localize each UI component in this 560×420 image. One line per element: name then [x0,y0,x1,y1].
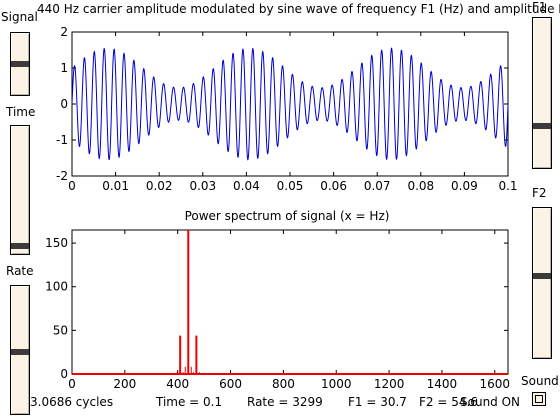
bottom-chart-title: Power spectrum of signal (x = Hz) [184,209,390,223]
signal-xtick-label: 0.09 [451,179,478,193]
signal-ytick-label: 0 [60,97,68,111]
spectrum-xtick-label: 200 [113,377,136,391]
status-f1: F1 = 30.7 [348,395,407,409]
signal-xtick-label: 0.07 [364,179,391,193]
rate-slider[interactable] [10,285,30,415]
rate-slider-label: Rate [6,264,34,278]
spectrum-xtick-label: 1400 [427,377,458,391]
spectrum-ytick-label: 0 [60,367,68,381]
spectrum-ytick-label: 50 [53,323,68,337]
sound-label: Sound [521,374,559,388]
signal-ytick-label: 2 [60,25,68,39]
signal-slider-thumb[interactable] [11,61,29,67]
spectrum-xtick-label: 400 [166,377,189,391]
status-cycles: 3.0686 cycles [30,395,114,409]
spectrum-xtick-label: 0 [68,377,76,391]
signal-slider-label: Signal [1,10,38,24]
f2-slider[interactable] [532,207,552,359]
spectrum-ytick-label: 100 [45,280,68,294]
status-rate: Rate = 3299 [247,395,323,409]
status-f2: F2 = 54.6 [419,395,478,409]
status-sound-on: Sound ON [460,395,521,409]
spectrum-ytick-label: 150 [45,236,68,250]
signal-series-line [71,47,509,161]
top-chart-title: 440 Hz carrier amplitude modulated by si… [37,2,560,16]
time-slider-label: Time [6,105,36,119]
spectrum-xtick-label: 1000 [321,377,352,391]
spectrum-xtick-label: 800 [272,377,295,391]
signal-xtick-label: 0.08 [407,179,434,193]
spectrum-xtick-label: 1600 [480,377,511,391]
status-time: Time = 0.1 [156,395,223,409]
signal-xtick-label: 0.01 [102,179,129,193]
signal-xtick-label: 0.05 [277,179,304,193]
f2-slider-label: F2 [532,186,547,200]
signal-slider[interactable] [10,32,30,96]
signal-xtick-label: 0.06 [320,179,347,193]
signal-xtick-label: 0.03 [189,179,216,193]
rate-slider-thumb[interactable] [11,349,29,355]
spectrum-xtick-label: 600 [219,377,242,391]
signal-xtick-label: 0.1 [498,179,517,193]
time-slider-thumb[interactable] [11,243,29,249]
f2-slider-thumb[interactable] [533,273,551,279]
signal-xtick-label: 0 [68,179,76,193]
signal-xtick-label: 0.02 [146,179,173,193]
signal-plot: 0 0.01 0.02 0.03 0.04 0.05 0.06 0.07 0.08 0.09 0.1… [56,25,518,193]
f1-slider-thumb[interactable] [533,123,551,129]
f1-slider[interactable] [532,17,552,169]
spectrum-xtick-label: 1200 [374,377,405,391]
signal-xtick-label: 0.04 [233,179,260,193]
spectrum-plot: 0 200 400 600 800 1000 1200 1400 1600 0 50 100 150 [45,229,511,391]
f1-slider-label: F1 [532,0,547,14]
time-slider[interactable] [10,125,30,255]
sound-checkbox-mark [535,395,543,403]
signal-ytick-label: -1 [56,133,68,147]
signal-ytick-label: 1 [60,61,68,75]
spectrum-axes-box [71,229,509,375]
sound-checkbox[interactable] [532,392,546,406]
signal-ytick-label: -2 [56,169,68,183]
